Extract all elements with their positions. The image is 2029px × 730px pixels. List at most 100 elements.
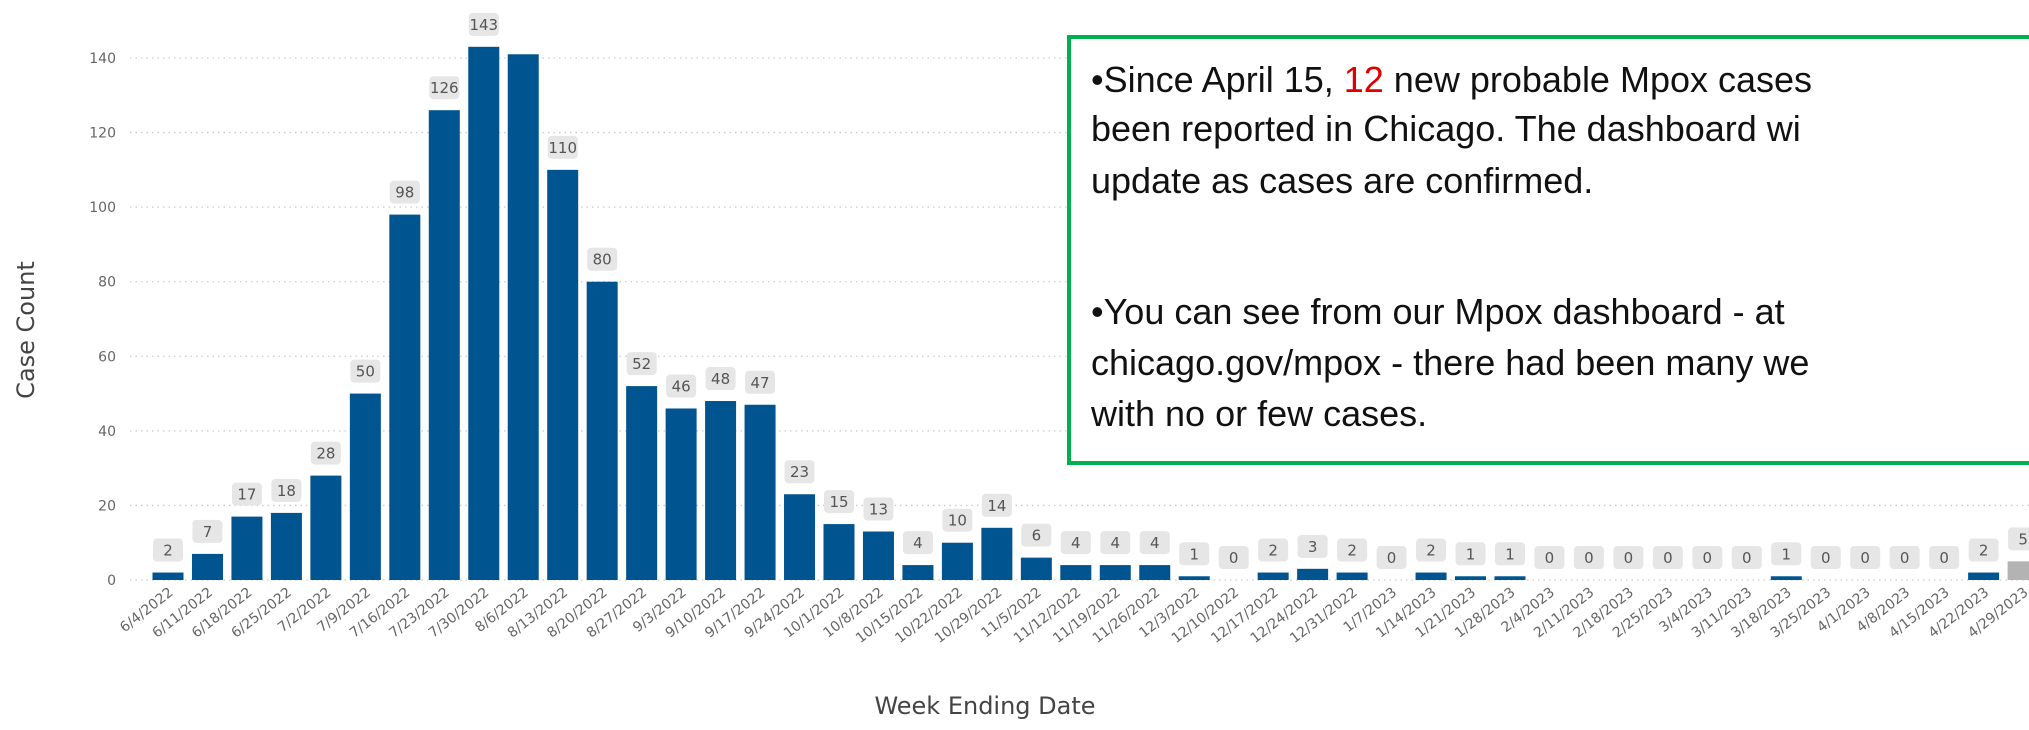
- data-label: 2: [1268, 542, 1278, 560]
- annotation-span: chicago.gov/mpox - there had been many w…: [1091, 342, 1809, 383]
- bar: [1099, 565, 1131, 580]
- data-label-box: [547, 135, 578, 159]
- data-label: 4: [1071, 534, 1081, 552]
- data-label: 28: [316, 445, 335, 463]
- data-label-box: [1139, 531, 1170, 555]
- data-label: 0: [1821, 549, 1831, 567]
- annotation-text: been reported in Chicago. The dashboard …: [1091, 108, 1801, 149]
- data-label-box: [1179, 542, 1210, 566]
- data-label: 0: [1229, 549, 1239, 567]
- data-label-box: [1258, 538, 1289, 562]
- data-label-box: [1968, 538, 1999, 562]
- annotation-span: with no or few cases.: [1090, 393, 1427, 434]
- data-label-box: [1929, 546, 1960, 569]
- annotation-text: update as cases are confirmed.: [1091, 160, 1593, 201]
- bar: [389, 214, 421, 580]
- data-label-box: [389, 180, 420, 204]
- data-label: 10: [948, 512, 967, 530]
- data-label-box: [192, 519, 223, 543]
- annotation-span: been reported in Chicago. The dashboard …: [1091, 108, 1801, 149]
- data-label-box: [429, 76, 460, 100]
- data-label: 98: [395, 184, 414, 202]
- data-label: 14: [987, 497, 1006, 515]
- data-label: 50: [356, 363, 375, 381]
- data-label-box: [1337, 538, 1368, 562]
- bar: [902, 565, 934, 580]
- bar: [468, 46, 500, 581]
- bar: [1297, 568, 1329, 580]
- data-label-box: [981, 493, 1012, 517]
- data-label-box: [863, 497, 894, 521]
- bar: [1020, 557, 1052, 580]
- bar: [191, 553, 223, 580]
- annotation-box: [1067, 35, 2029, 465]
- y-tick-label: 40: [98, 424, 116, 440]
- data-label-box: [587, 247, 618, 271]
- bar: [1336, 572, 1368, 580]
- x-axis-title: Week Ending Date: [874, 692, 1095, 720]
- annotation-span: update as cases are confirmed.: [1091, 160, 1593, 201]
- data-label: 1: [1189, 545, 1199, 563]
- data-label: 0: [1624, 549, 1634, 567]
- bar: [744, 404, 776, 580]
- annotation-span: 12: [1344, 59, 1384, 100]
- data-label-box: [310, 441, 341, 465]
- data-label: 4: [1111, 534, 1121, 552]
- data-label-box: [153, 538, 183, 562]
- bar: [784, 494, 816, 580]
- data-label-box: [2008, 527, 2029, 551]
- data-label: 0: [1584, 549, 1594, 567]
- bar: [547, 169, 579, 580]
- data-label-box: [823, 490, 854, 514]
- data-label: 126: [430, 79, 459, 97]
- data-label-box: [1218, 546, 1249, 569]
- annotation-span: •You can see from our Mpox dashboard - a…: [1091, 291, 1785, 332]
- bar: [349, 393, 381, 580]
- data-label-box: [1534, 546, 1565, 569]
- annotation-text: chicago.gov/mpox - there had been many w…: [1091, 342, 1809, 383]
- annotation-text: •You can see from our Mpox dashboard - a…: [1091, 291, 1785, 332]
- data-label: 48: [711, 370, 730, 388]
- data-label: 47: [751, 374, 770, 392]
- data-label: 2: [1347, 542, 1357, 560]
- data-label: 4: [1150, 534, 1160, 552]
- data-label: 1: [1466, 545, 1476, 563]
- data-label-box: [1297, 534, 1328, 558]
- y-tick-label: 120: [89, 126, 116, 142]
- data-label-box: [705, 367, 736, 391]
- bar: [823, 524, 855, 580]
- data-label-box: [1771, 542, 1802, 566]
- data-label: 13: [869, 501, 888, 519]
- data-label-box: [1810, 546, 1841, 569]
- data-label: 23: [790, 463, 809, 481]
- data-label: 3: [1308, 538, 1318, 556]
- annotation-text: with no or few cases.: [1090, 393, 1427, 434]
- annotation-text: •Since April 15, 12 new probable Mpox ca…: [1091, 59, 1812, 100]
- bar: [626, 386, 658, 580]
- data-label-box: [1060, 531, 1091, 555]
- bar: [1178, 576, 1210, 580]
- data-label-box: [1455, 542, 1486, 566]
- data-label: 0: [1900, 549, 1910, 567]
- bar: [2007, 561, 2029, 580]
- bar: [507, 54, 539, 581]
- data-label: 110: [548, 139, 577, 157]
- y-tick-label: 100: [89, 200, 116, 216]
- data-label: 4: [913, 534, 923, 552]
- bar: [586, 281, 618, 580]
- y-axis-title: Case Count: [12, 261, 40, 399]
- data-label-box: [1692, 546, 1723, 569]
- data-label: 0: [1742, 549, 1752, 567]
- data-label-box: [1731, 546, 1762, 569]
- data-label: 52: [632, 355, 651, 373]
- data-label: 2: [1426, 542, 1436, 560]
- annotation-span: new probable Mpox cases: [1384, 59, 1812, 100]
- bar: [1257, 572, 1289, 580]
- data-label-box: [942, 508, 973, 532]
- data-label: 0: [1860, 549, 1870, 567]
- data-label: 0: [1545, 549, 1555, 567]
- data-label-box: [745, 370, 776, 394]
- data-label-box: [1416, 538, 1447, 562]
- data-label-box: [1889, 546, 1920, 569]
- data-label: 80: [593, 251, 612, 269]
